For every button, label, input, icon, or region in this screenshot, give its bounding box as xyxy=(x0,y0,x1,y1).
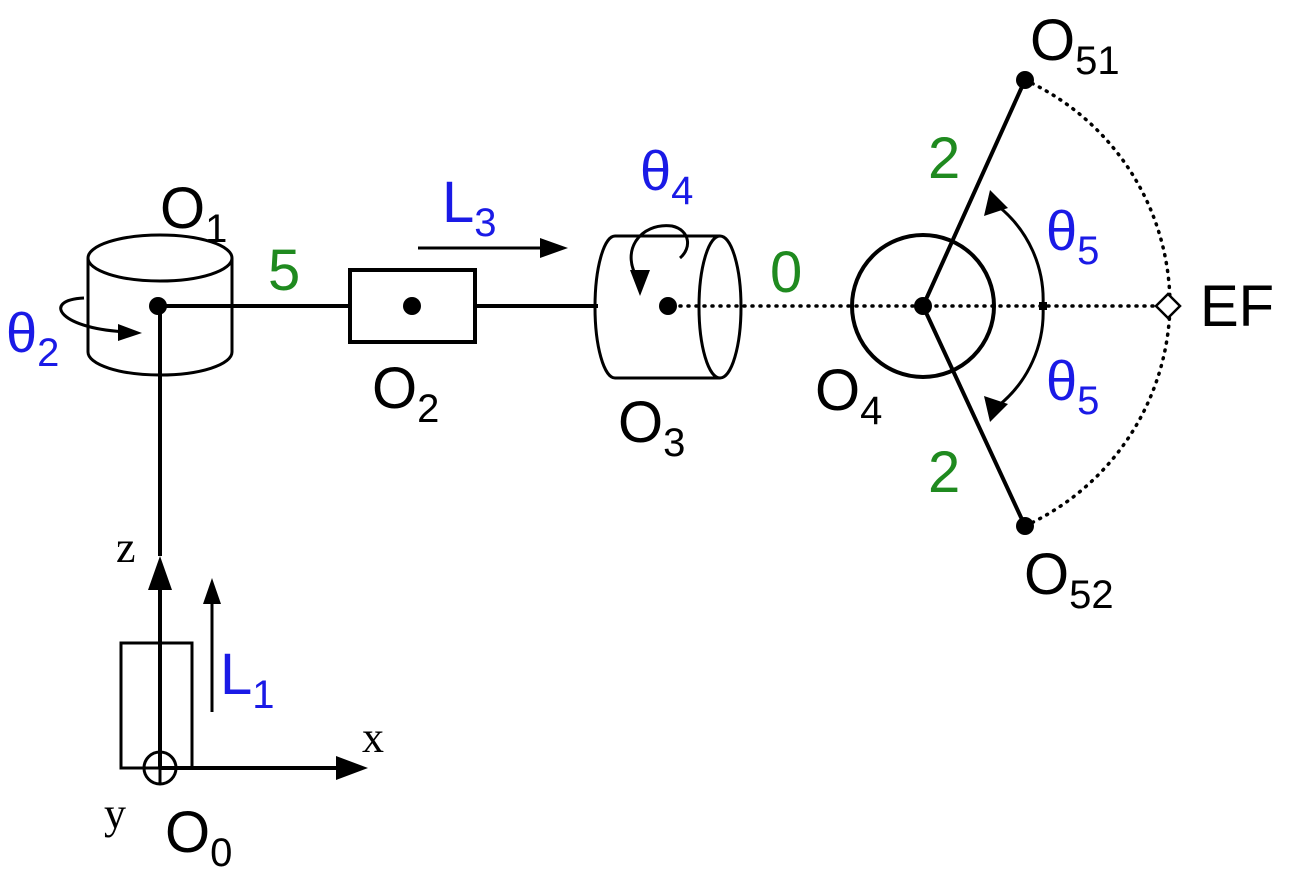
label-l3: L3 xyxy=(442,170,497,245)
o51-center-dot xyxy=(1016,71,1034,89)
joint-o4-circle xyxy=(850,233,996,379)
label-o52: O52 xyxy=(1024,542,1114,617)
gripper xyxy=(850,78,1182,528)
label-o3: O3 xyxy=(618,390,685,465)
finger-sweep-arc xyxy=(1023,78,1172,528)
revolute-joint-o3 xyxy=(593,224,743,380)
x-axis-label: x xyxy=(362,713,384,762)
length-o3-o4: 0 xyxy=(770,240,802,305)
joint-o3-back-arc xyxy=(593,234,616,380)
base-frame xyxy=(119,306,368,786)
theta4-rotation-arc xyxy=(629,224,689,283)
length-o1-o2: 5 xyxy=(268,238,300,303)
label-o4: O4 xyxy=(815,358,882,433)
joint-o1-side-wall xyxy=(86,258,234,377)
l1-arrowhead xyxy=(203,578,221,604)
o2-center-dot xyxy=(403,297,421,315)
label-theta5-upper: θ5 xyxy=(1046,199,1099,273)
o4-center-dot xyxy=(914,297,932,315)
label-theta2: θ2 xyxy=(6,301,59,375)
theta5-lower-arc xyxy=(997,305,1045,408)
theta2-rotation-arc xyxy=(59,296,131,334)
theta5-upper-arrowhead xyxy=(984,190,1008,216)
y-axis-label: y xyxy=(104,789,126,838)
length-o4-o51: 2 xyxy=(928,126,960,191)
o3-center-dot xyxy=(659,297,677,315)
label-theta5-lower: θ5 xyxy=(1046,349,1099,423)
x-axis-arrowhead xyxy=(336,756,368,780)
theta2-arrowhead xyxy=(118,324,142,341)
label-end-effector: EF xyxy=(1200,274,1274,339)
l3-arrowhead xyxy=(540,238,568,258)
label-o2: O2 xyxy=(372,356,439,431)
length-o4-o52: 2 xyxy=(928,440,960,505)
o52-center-dot xyxy=(1016,517,1034,535)
o1-center-dot xyxy=(149,297,167,315)
finger-o4-o52 xyxy=(921,305,1027,527)
label-o51: O51 xyxy=(1030,8,1120,83)
z-axis-arrowhead xyxy=(148,556,172,590)
end-effector-marker xyxy=(1154,292,1182,320)
z-axis-label: z xyxy=(116,523,136,572)
label-theta4: θ4 xyxy=(640,139,693,213)
theta4-arrowhead xyxy=(630,270,650,296)
finger-o4-o51 xyxy=(921,79,1027,307)
label-o0: O0 xyxy=(165,800,232,870)
theta5-lower-arrowhead xyxy=(984,396,1008,422)
revolute-joint-o1 xyxy=(59,233,234,377)
label-o1: O1 xyxy=(160,176,227,251)
joint-o3-front-face xyxy=(697,234,743,380)
theta5-upper-arc xyxy=(997,204,1045,307)
label-l1: L1 xyxy=(220,642,275,717)
theta5-reference-tick xyxy=(1039,302,1047,310)
prismatic-joint-1-body xyxy=(119,641,194,770)
